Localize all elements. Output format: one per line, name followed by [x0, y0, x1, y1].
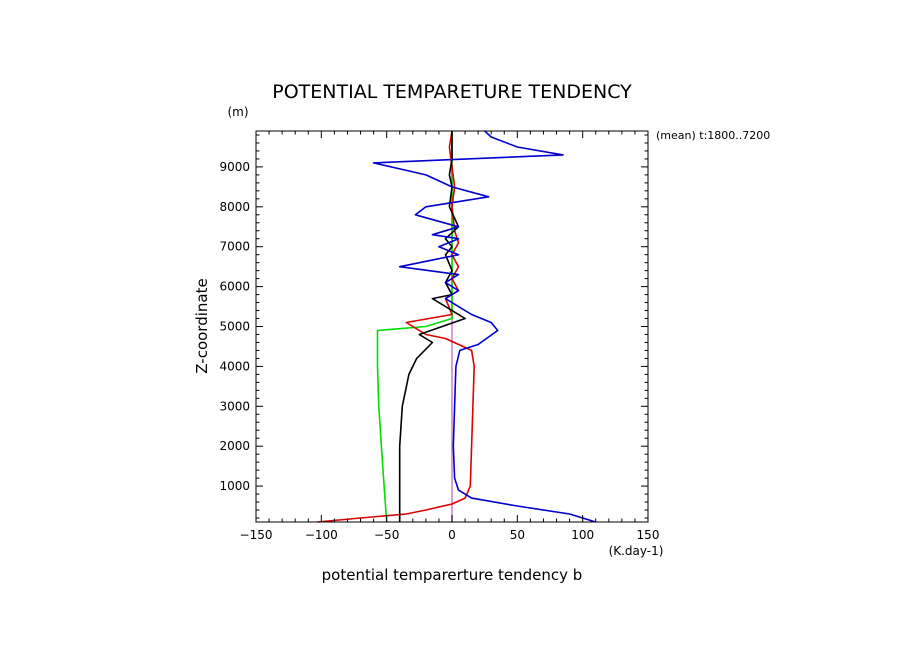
series-layer	[317, 130, 596, 523]
x-tick-label: −100	[305, 528, 338, 542]
chart-title: POTENTIAL TEMPARETURE TENDENCY	[272, 81, 632, 103]
y-tick-label: 3000	[219, 399, 250, 413]
x-tick-label: 150	[637, 528, 660, 542]
x-tick-label: 0	[448, 528, 456, 542]
y-units-label: (m)	[227, 105, 248, 119]
y-axis-label: Z-coordinate	[193, 278, 211, 373]
x-tick-label: 50	[510, 528, 525, 542]
y-tick-label: 9000	[219, 160, 250, 174]
y-tick-label: 6000	[219, 280, 250, 294]
x-tick-label: −150	[240, 528, 273, 542]
x-axis-label: potential temparerture tendency b	[322, 566, 583, 584]
y-tick-label: 7000	[219, 240, 250, 254]
y-tick-label: 8000	[219, 200, 250, 214]
series-line-1	[372, 130, 596, 523]
series-line-2	[398, 131, 466, 522]
y-tick-label: 4000	[219, 359, 250, 373]
x-tick-label: −50	[374, 528, 399, 542]
x-tick-label: 100	[571, 528, 594, 542]
x-units-label: (K.day-1)	[609, 544, 664, 558]
series-line-3	[317, 130, 475, 523]
y-tick-label: 1000	[219, 479, 250, 493]
axes-layer: −150 −100 −50 0 50 100 150 1000 2000 3000 4000 5000…	[219, 130, 660, 542]
y-tick-label: 2000	[219, 439, 250, 453]
y-tick-label: 5000	[219, 320, 250, 334]
chart-subtitle: (mean) t:1800..7200	[656, 129, 770, 142]
